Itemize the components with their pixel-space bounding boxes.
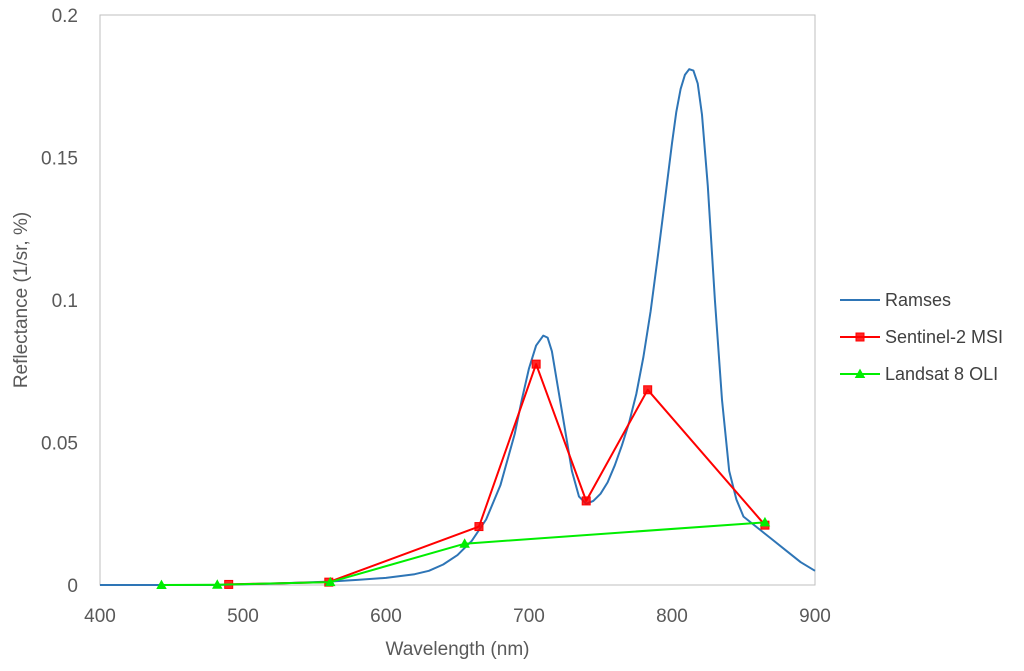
ramses-line <box>100 68 816 586</box>
sentinel-2-msi-point <box>531 359 541 369</box>
landsat-8-oli-point <box>156 579 167 590</box>
legend-landsat-8-oli-point <box>854 368 866 379</box>
y-tick-label: 0.05 <box>41 434 78 455</box>
legend-label: Ramses <box>885 290 951 310</box>
x-tick-label: 800 <box>656 606 688 627</box>
series-landsat-8-oli <box>156 516 771 590</box>
y-tick-label: 0 <box>67 576 78 597</box>
legend-label: Landsat 8 OLI <box>885 364 998 384</box>
plot-area-border <box>99 14 816 586</box>
legend-item-ramses: Ramses <box>840 290 951 310</box>
series-layer <box>100 68 816 590</box>
x-tick-label: 900 <box>799 606 831 627</box>
legend-item-landsat-8-oli: Landsat 8 OLI <box>840 364 998 384</box>
x-tick-label: 600 <box>370 606 402 627</box>
legend-item-sentinel-2-msi: Sentinel-2 MSI <box>840 327 1003 347</box>
x-tick-label: 500 <box>227 606 259 627</box>
landsat-8-oli-point <box>212 579 223 589</box>
legend-label: Sentinel-2 MSI <box>885 327 1003 347</box>
x-axis-title: Wavelength (nm) <box>386 639 530 660</box>
y-tick-label: 0.2 <box>52 6 78 27</box>
x-tick-label: 700 <box>513 606 545 627</box>
x-tick-label: 400 <box>84 606 116 627</box>
x-axis-ticks: 400 500 600 700 800 900 <box>84 606 831 627</box>
legend-sentinel-2-msi-point <box>855 332 865 342</box>
landsat-8-oli-point <box>459 538 470 548</box>
landsat-8-oli-point <box>759 516 771 527</box>
landsat-8-oli-point <box>324 576 336 587</box>
y-axis-ticks: 0 0.05 0.1 0.15 0.2 <box>41 6 78 597</box>
y-tick-label: 0.1 <box>52 291 78 312</box>
sentinel-2-msi-point <box>474 522 484 532</box>
y-axis-title: Reflectance (1/sr, %) <box>11 212 32 388</box>
series-ramses <box>100 68 816 586</box>
sentinel-2-msi-point <box>581 496 591 506</box>
sentinel-2-msi-point <box>643 385 653 395</box>
y-tick-label: 0.15 <box>41 149 78 170</box>
legend: Ramses Sentinel-2 MSI Landsat 8 OLI <box>840 290 1003 384</box>
